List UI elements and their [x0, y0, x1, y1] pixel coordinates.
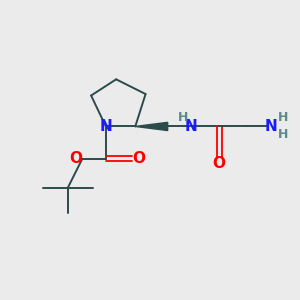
Text: H: H: [278, 128, 288, 141]
Text: O: O: [213, 156, 226, 171]
Polygon shape: [135, 122, 168, 130]
Text: O: O: [69, 151, 82, 166]
Text: N: N: [185, 119, 198, 134]
Text: N: N: [265, 119, 278, 134]
Text: H: H: [178, 110, 188, 124]
Text: O: O: [132, 151, 145, 166]
Text: N: N: [100, 119, 112, 134]
Text: H: H: [278, 110, 288, 124]
